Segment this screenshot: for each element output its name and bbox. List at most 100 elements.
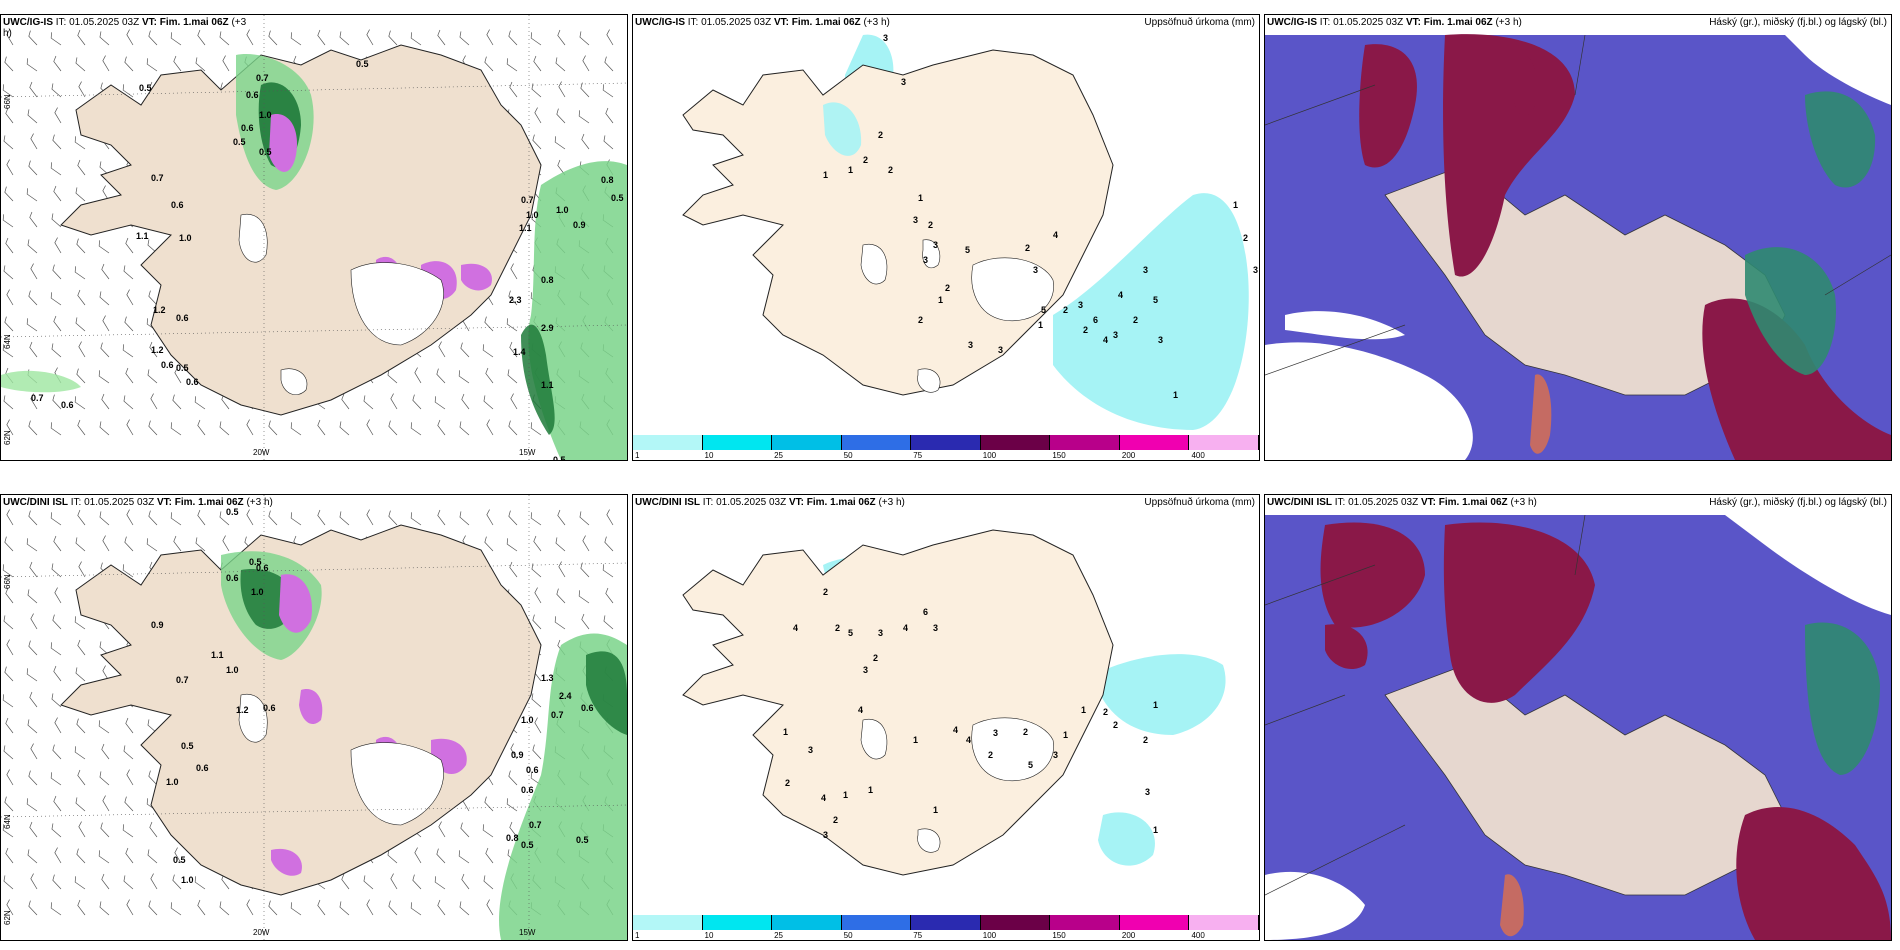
wind-barb bbox=[170, 422, 182, 436]
wind-barb bbox=[53, 185, 62, 202]
wind-barb bbox=[125, 367, 134, 384]
wind-barb bbox=[147, 369, 158, 384]
lead-time: (+3 h) bbox=[1495, 17, 1522, 28]
wind-barb bbox=[30, 263, 38, 280]
wind-barb bbox=[578, 110, 590, 124]
precip-value-label: 0.6 bbox=[196, 763, 209, 773]
wind-barb bbox=[3, 745, 14, 760]
precip-value-label: 0.9 bbox=[511, 750, 524, 760]
precip-value-label: 0.5 bbox=[521, 840, 534, 850]
high-cloud-maroon-1 bbox=[1359, 44, 1417, 168]
precip-value-label: 2 bbox=[888, 165, 894, 175]
wind-barb bbox=[50, 422, 62, 436]
wind-barb bbox=[123, 395, 134, 410]
precip-value-label: 4 bbox=[821, 793, 827, 803]
colorbar-tick-label: 10 bbox=[704, 931, 714, 940]
precip-value-label: 0.7 bbox=[151, 173, 164, 183]
precip-value-label: 3 bbox=[933, 240, 939, 250]
precip-value-label: 2 bbox=[1113, 720, 1119, 730]
wind-barb bbox=[436, 368, 446, 384]
clear-white-north bbox=[1725, 515, 1891, 615]
wind-barb bbox=[148, 510, 158, 526]
wind-barb bbox=[77, 29, 86, 46]
wind-barb bbox=[50, 32, 62, 46]
precip-value-label: 3 bbox=[1158, 335, 1164, 345]
wind-barb bbox=[579, 511, 590, 526]
wind-barb bbox=[29, 561, 38, 578]
wind-barb bbox=[458, 370, 470, 384]
colorbar-swatch bbox=[772, 435, 842, 450]
wind-barb bbox=[532, 744, 542, 760]
wind-barb bbox=[556, 108, 566, 124]
lon-label-20w: 20W bbox=[253, 448, 270, 457]
wind-barb bbox=[52, 394, 62, 410]
precip-value-label: 0.5 bbox=[181, 741, 194, 751]
precip-value-label: 3 bbox=[968, 340, 974, 350]
wind-barb bbox=[558, 81, 566, 98]
precip-value-label: 1.0 bbox=[556, 205, 569, 215]
wind-barb bbox=[508, 770, 518, 786]
snow-pink-4 bbox=[461, 263, 492, 291]
lead-time: (+3 bbox=[231, 17, 247, 28]
lead-time: (+3 h) bbox=[863, 17, 890, 28]
mid-cloud-green bbox=[1745, 247, 1836, 375]
wind-barb bbox=[604, 56, 614, 72]
wind-barb bbox=[366, 899, 374, 916]
glacier-2 bbox=[860, 718, 888, 760]
colorbar-swatch bbox=[702, 915, 773, 930]
precip-value-label: 1.0 bbox=[521, 715, 534, 725]
wind-barb bbox=[76, 238, 86, 254]
colorbar-tick-label: 400 bbox=[1191, 931, 1205, 940]
colorbar-tick-label: 150 bbox=[1052, 931, 1066, 940]
wind-barb bbox=[554, 136, 566, 150]
wind-barb bbox=[4, 666, 14, 682]
model-name: UWC/IG-IS bbox=[635, 17, 685, 28]
wind-barb bbox=[246, 29, 254, 46]
wind-barb bbox=[51, 823, 62, 838]
precip-value-label: 4 bbox=[1103, 335, 1109, 345]
wind-barb bbox=[29, 691, 38, 708]
wind-barb bbox=[30, 393, 38, 410]
lat-label-64n: 64N bbox=[3, 334, 12, 349]
wind-barb bbox=[52, 874, 62, 890]
precip-value-label: 1.0 bbox=[179, 233, 192, 243]
precip-value-label: 2.4 bbox=[559, 691, 572, 701]
wind-barb bbox=[78, 81, 86, 98]
precip-value-label: 0.9 bbox=[573, 220, 586, 230]
wind-barb bbox=[4, 56, 14, 72]
wind-barb bbox=[5, 847, 14, 864]
wind-barb bbox=[412, 394, 422, 410]
lon-label-15w: 15W bbox=[519, 928, 536, 937]
wind-barb bbox=[150, 393, 158, 410]
wind-barb bbox=[54, 717, 62, 734]
wind-barb bbox=[2, 344, 14, 358]
precip-value-label: 4 bbox=[953, 725, 959, 735]
wind-barb bbox=[30, 743, 38, 760]
wind-barb bbox=[437, 419, 446, 436]
wind-barb bbox=[29, 821, 38, 838]
wind-barb bbox=[50, 162, 62, 176]
accum-precip-map bbox=[682, 529, 1226, 876]
wind-barb bbox=[581, 133, 590, 150]
region-borders bbox=[1265, 514, 1586, 896]
wind-barb bbox=[390, 873, 398, 890]
wind-precip-map bbox=[1, 15, 627, 460]
wind-barb bbox=[28, 160, 38, 176]
panel-title: UWC/DINI ISL IT: 01.05.2025 03Z VT: Fim.… bbox=[1267, 497, 1537, 508]
wind-barb bbox=[363, 875, 374, 890]
colorbar: 1 10 25 50 75 100 150 200 400 bbox=[633, 914, 1259, 940]
glacier-white-1 bbox=[350, 742, 444, 826]
precip-value-label: 1 bbox=[933, 805, 939, 815]
cloud-map bbox=[1265, 34, 1891, 460]
glacier-3 bbox=[917, 828, 941, 853]
clear-white-south bbox=[1265, 342, 1473, 460]
precip-value-label: 2 bbox=[878, 130, 884, 140]
wind-barb bbox=[436, 848, 446, 864]
precip-value-label: 1 bbox=[1081, 705, 1087, 715]
wind-barb bbox=[581, 613, 590, 630]
it-value: 01.05.2025 03Z bbox=[716, 497, 787, 508]
glacier-2 bbox=[860, 243, 888, 285]
precip-value-label: 2 bbox=[1133, 315, 1139, 325]
wind-barb bbox=[410, 422, 422, 436]
precip-value-label: 0.8 bbox=[506, 833, 519, 843]
